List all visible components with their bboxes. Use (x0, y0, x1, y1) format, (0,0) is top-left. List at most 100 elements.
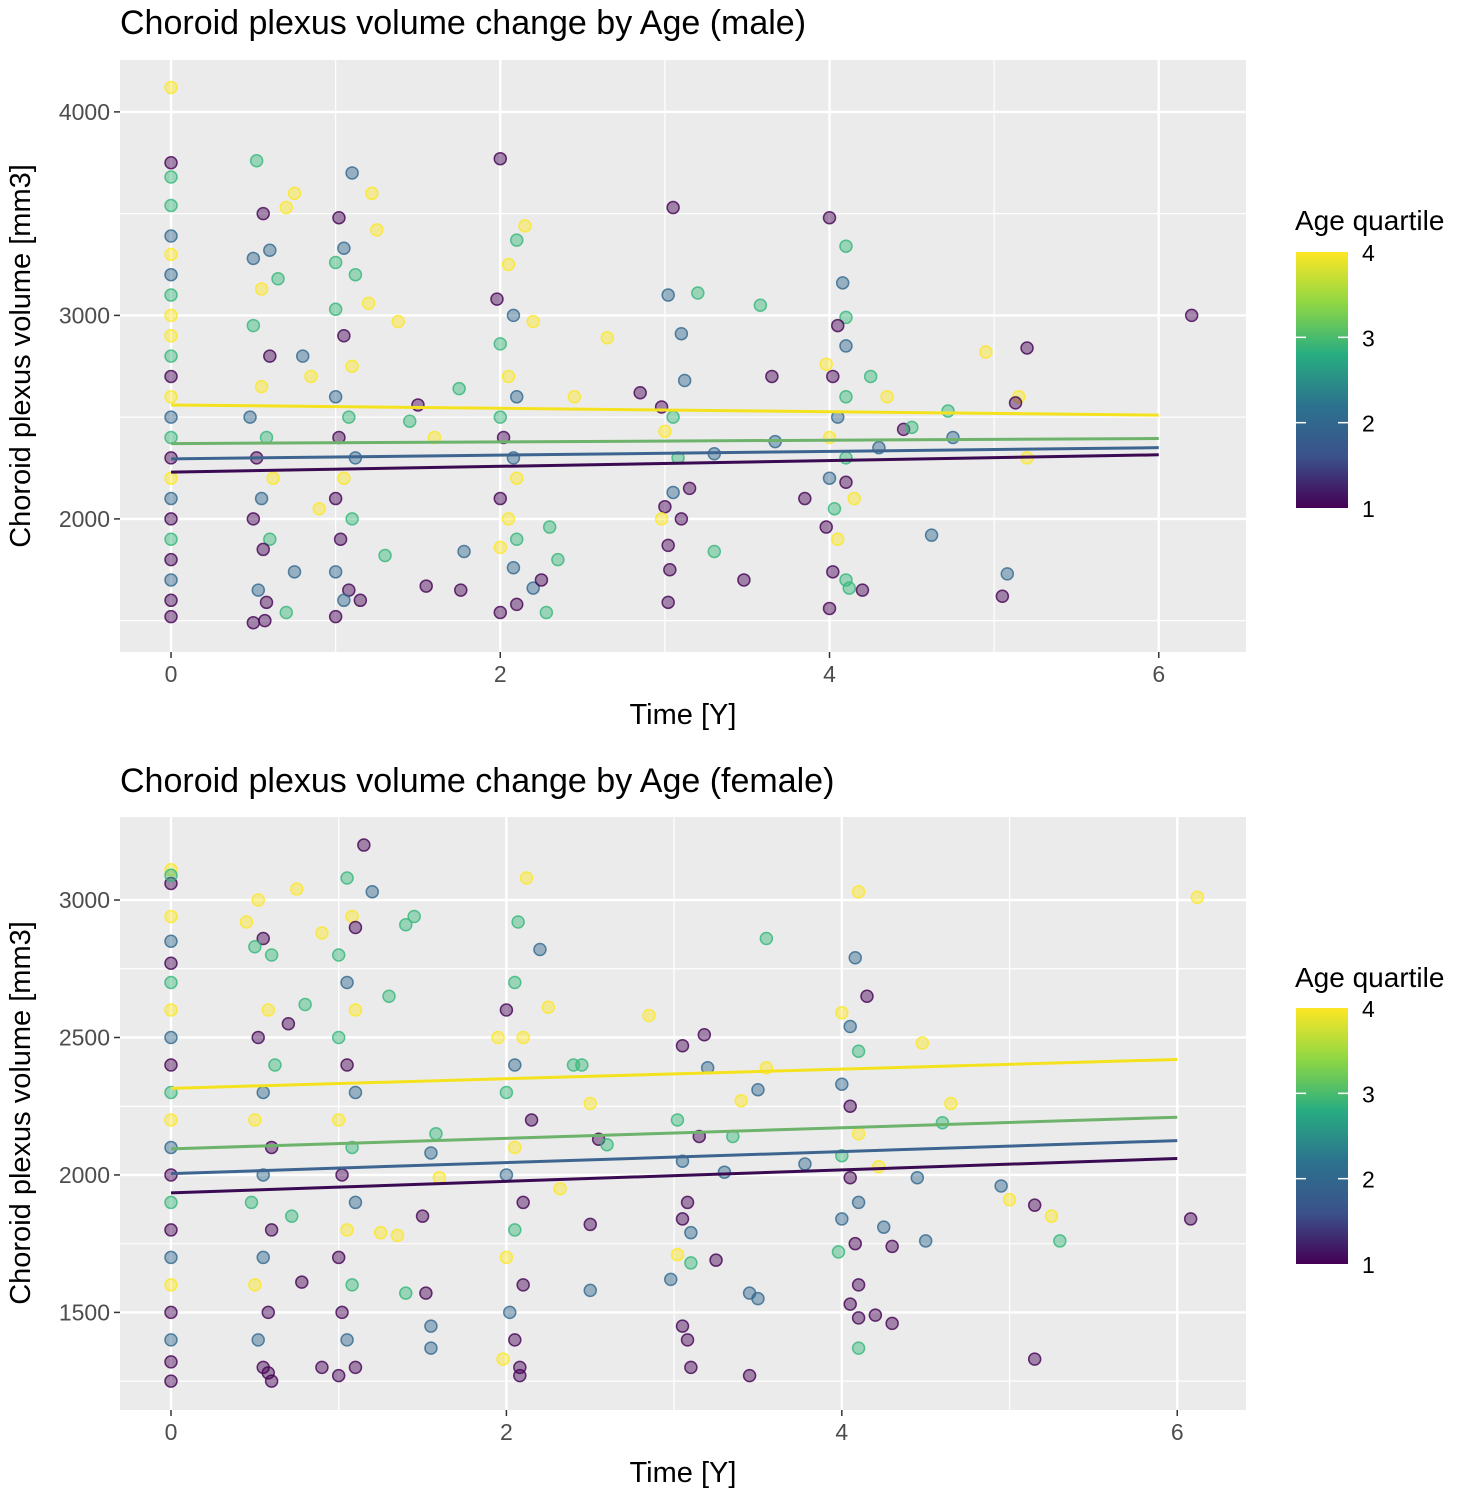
data-point (851, 885, 866, 899)
fit-line-q1 (170, 1156, 1178, 1195)
data-point (164, 1058, 178, 1072)
data-point (264, 948, 279, 962)
data-point (600, 331, 615, 345)
data-point (490, 292, 504, 306)
data-point (290, 882, 304, 896)
data-point (1008, 396, 1023, 410)
data-point (839, 239, 853, 253)
data-point (348, 1195, 363, 1210)
data-point (164, 975, 178, 990)
data-point (164, 512, 178, 526)
data-point (345, 1278, 359, 1292)
data-point (847, 491, 861, 506)
data-point (328, 565, 343, 579)
data-point (164, 956, 178, 971)
data-point (164, 1223, 178, 1237)
data-point (382, 989, 396, 1003)
data-point (600, 1137, 614, 1152)
data-point (868, 1308, 883, 1322)
data-point (287, 186, 302, 201)
data-point (164, 247, 178, 262)
data-point (944, 1096, 958, 1111)
x-tick-label: 0 (165, 1419, 178, 1445)
data-point (941, 404, 955, 418)
data-point (251, 1030, 265, 1045)
data-point (524, 1113, 539, 1127)
data-point (491, 1030, 505, 1045)
data-point (164, 1305, 178, 1320)
data-point (164, 471, 178, 485)
data-point (279, 605, 294, 620)
data-point (304, 369, 318, 384)
data-point (333, 532, 348, 547)
data-point (251, 1333, 265, 1347)
data-point (855, 583, 870, 597)
data-point (541, 1000, 556, 1014)
data-point (871, 1159, 886, 1174)
data-point (905, 420, 919, 435)
x-tick-label: 2 (500, 1419, 513, 1445)
data-point (501, 512, 516, 526)
legend-label: 1 (1362, 1252, 1375, 1278)
fit-line-q2 (170, 1139, 1178, 1176)
data-point (839, 339, 853, 353)
data-point (348, 267, 363, 282)
chart-title: Choroid plexus volume change by Age (fem… (120, 762, 834, 800)
data-point (1002, 1192, 1017, 1207)
data-point (642, 1008, 656, 1023)
data-point (508, 1223, 522, 1237)
data-point (848, 951, 862, 965)
data-point (246, 512, 261, 526)
data-point (164, 552, 178, 567)
data-point (994, 1179, 1008, 1193)
x-tick-label: 4 (835, 1419, 848, 1445)
data-point (493, 605, 508, 620)
data-point (457, 544, 471, 559)
data-point (506, 560, 521, 575)
fit-line-q4 (171, 403, 1159, 417)
data-point (526, 581, 540, 595)
data-point (256, 1250, 270, 1265)
data-point (264, 1140, 279, 1155)
data-point (658, 424, 672, 439)
data-point (751, 1291, 765, 1306)
x-tick-label: 4 (823, 661, 836, 687)
data-point (508, 1333, 522, 1347)
data-point (677, 373, 692, 388)
data-point (509, 471, 524, 485)
y-tick-label: 4000 (59, 99, 110, 125)
data-point (501, 257, 516, 272)
data-point (164, 156, 178, 170)
data-point (328, 390, 343, 404)
data-point (503, 1305, 517, 1320)
data-point (663, 563, 677, 577)
data-point (830, 532, 845, 547)
data-point (256, 931, 270, 946)
data-point (995, 589, 1010, 603)
data-point (328, 609, 343, 624)
data-point (337, 241, 351, 255)
data-point (164, 288, 178, 302)
data-point (337, 329, 351, 343)
data-point (499, 1250, 514, 1265)
data-point (164, 267, 178, 282)
data-point (509, 390, 524, 404)
data-point (509, 532, 524, 547)
data-point (822, 471, 837, 485)
data-point (848, 1236, 862, 1251)
data-point (399, 1286, 413, 1300)
data-point (328, 491, 343, 506)
data-point (751, 1082, 765, 1097)
data-point (243, 410, 257, 424)
y-axis-label: Choroid plexus volume [mm3] (5, 921, 37, 1305)
data-point (248, 940, 262, 954)
fit-line-q3 (170, 1115, 1178, 1151)
data-point (670, 1247, 685, 1262)
data-point (348, 1085, 363, 1100)
data-point (345, 909, 359, 924)
data-point (499, 1168, 514, 1182)
x-tick-label: 6 (1171, 1419, 1184, 1445)
data-point (843, 1019, 857, 1034)
data-point (737, 573, 751, 587)
